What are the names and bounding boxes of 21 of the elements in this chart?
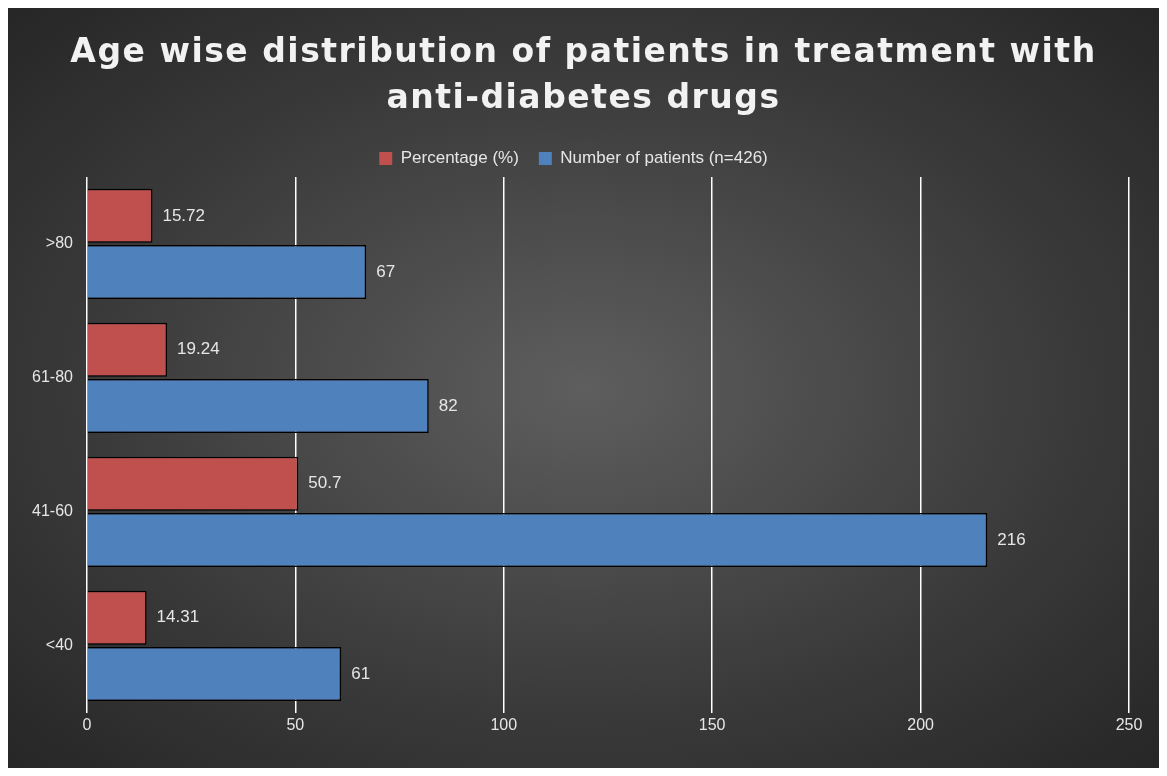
x-tick-label: 50 — [286, 715, 305, 733]
data-label: 19.24 — [177, 339, 220, 359]
y-tick-label: >80 — [45, 234, 74, 252]
x-tick-label: 200 — [907, 715, 935, 733]
x-tick-label: 250 — [1115, 715, 1143, 733]
x-tick-label: 150 — [698, 715, 726, 733]
x-tick-label: 0 — [82, 715, 92, 733]
legend-label: Number of patients (n=426) — [560, 148, 768, 168]
data-label: 14.31 — [156, 607, 200, 627]
y-tick-label: <40 — [45, 636, 74, 654]
chart-title: Age wise distribution of patients in treatment with anti-diabetes drugs — [69, 30, 1098, 118]
data-label: 15.72 — [162, 205, 205, 225]
y-tick-label: 41-60 — [32, 502, 74, 520]
data-label: 82 — [438, 395, 458, 415]
data-label: 216 — [997, 529, 1026, 549]
y-tick-label: 61-80 — [32, 368, 74, 386]
data-label: 61 — [351, 663, 371, 683]
data-label: 67 — [376, 261, 396, 281]
legend-label: Percentage (%) — [400, 148, 519, 168]
x-tick-label: 100 — [490, 715, 518, 733]
data-label: 50.7 — [308, 473, 342, 493]
